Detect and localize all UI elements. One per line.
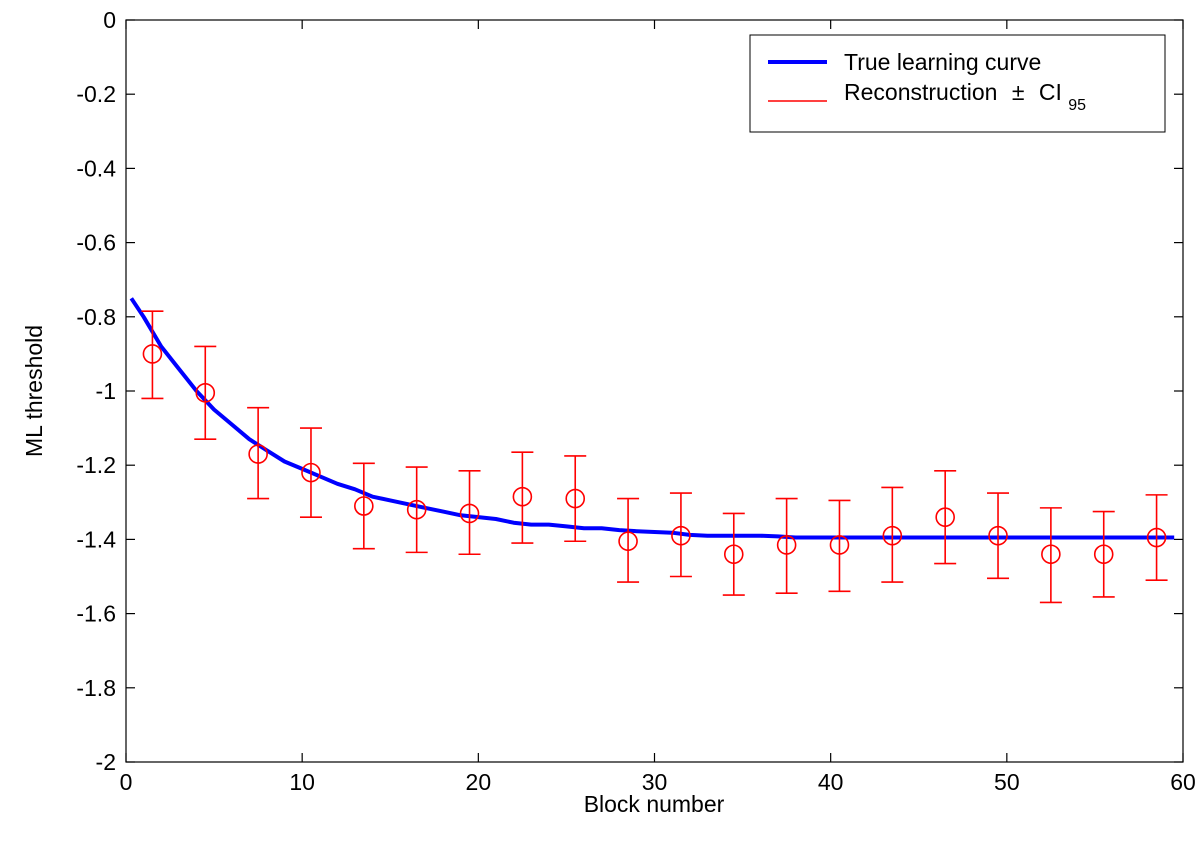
x-tick-label: 60 [1170, 769, 1196, 795]
reconstruction-marker [142, 344, 163, 364]
reconstruction-marker [565, 488, 586, 509]
x-tick-label: 40 [818, 769, 844, 795]
y-tick-label: -1 [96, 378, 116, 404]
y-tick-label: -1.8 [76, 675, 116, 701]
y-tick-label: -2 [96, 749, 116, 775]
true-learning-curve-line [129, 297, 1175, 540]
x-tick-label: 10 [289, 769, 315, 795]
x-axis-title: Block number [584, 791, 725, 817]
reconstruction-marker [512, 486, 533, 507]
reconstruction-marker [882, 525, 903, 546]
legend-reconstruction-word: Reconstruction [844, 79, 997, 105]
reconstruction-point [669, 492, 692, 578]
reconstruction-point [352, 462, 375, 550]
reconstruction-point [511, 451, 534, 544]
reconstruction-marker [301, 462, 321, 483]
x-tick-label: 0 [120, 769, 133, 795]
legend-label-true-learning-curve: True learning curve [844, 49, 1041, 75]
legend: True learning curve Reconstruction ± CI … [749, 34, 1166, 133]
reconstruction-point [1145, 494, 1168, 582]
y-tick-label: -0.2 [76, 81, 116, 107]
reconstruction-point [987, 492, 1010, 580]
reconstruction-marker [618, 531, 638, 552]
reconstruction-marker [248, 444, 268, 464]
reconstruction-marker [459, 503, 480, 524]
reconstruction-point [299, 427, 322, 518]
y-tick-label: 0 [103, 7, 116, 33]
legend-label-reconstruction: Reconstruction ± CI 95 [844, 79, 1086, 114]
y-tick-label: -0.6 [76, 230, 116, 256]
y-axis-title: ML threshold [21, 325, 47, 457]
reconstruction-point [617, 497, 640, 583]
legend-box [749, 34, 1166, 133]
reconstruction-point [881, 486, 904, 583]
reconstruction-point [458, 469, 481, 556]
reconstruction-point [934, 469, 957, 565]
reconstruction-marker [671, 525, 691, 546]
reconstruction-marker [935, 507, 955, 527]
series-layer [129, 297, 1175, 604]
reconstruction-marker [776, 535, 797, 555]
reconstruction-marker [195, 383, 216, 403]
plot-area [126, 20, 1183, 762]
legend-plus-minus-symbol: ± [1012, 79, 1025, 105]
x-tick-label: 20 [466, 769, 492, 795]
reconstruction-point [141, 310, 164, 400]
reconstruction-marker [988, 525, 1008, 546]
y-tick-label: -1.2 [76, 452, 116, 478]
y-tick-label: -0.8 [76, 304, 116, 330]
reconstruction-marker [829, 535, 850, 555]
reconstruction-point [775, 497, 798, 594]
reconstruction-point [1039, 507, 1062, 604]
y-tick-label: -1.4 [76, 526, 116, 552]
reconstruction-marker [723, 544, 744, 565]
reconstruction-point [247, 406, 270, 500]
x-tick-label: 50 [994, 769, 1020, 795]
reconstruction-point [194, 345, 217, 441]
reconstruction-point [405, 466, 428, 554]
reconstruction-marker [1146, 527, 1167, 548]
legend-ci-text: CI [1039, 79, 1062, 105]
reconstruction-marker [1093, 544, 1114, 565]
y-tick-label: -1.6 [76, 601, 116, 627]
tick-layer: 0 10 20 30 40 50 60 0 -0.2 -0.4 -0.6 -0.8 -1 -1.2 -1.4… [76, 7, 1195, 795]
reconstruction-point [1092, 510, 1115, 598]
x-tick-label: 30 [642, 769, 668, 795]
reconstruction-marker [406, 499, 427, 520]
y-tick-label: -0.4 [76, 155, 116, 181]
reconstruction-point [722, 512, 745, 596]
reconstruction-point [564, 455, 587, 543]
legend-ci-subscript: 95 [1068, 97, 1086, 114]
reconstruction-marker [354, 496, 374, 516]
reconstruction-marker [1041, 544, 1061, 565]
reconstruction-point [828, 499, 851, 593]
